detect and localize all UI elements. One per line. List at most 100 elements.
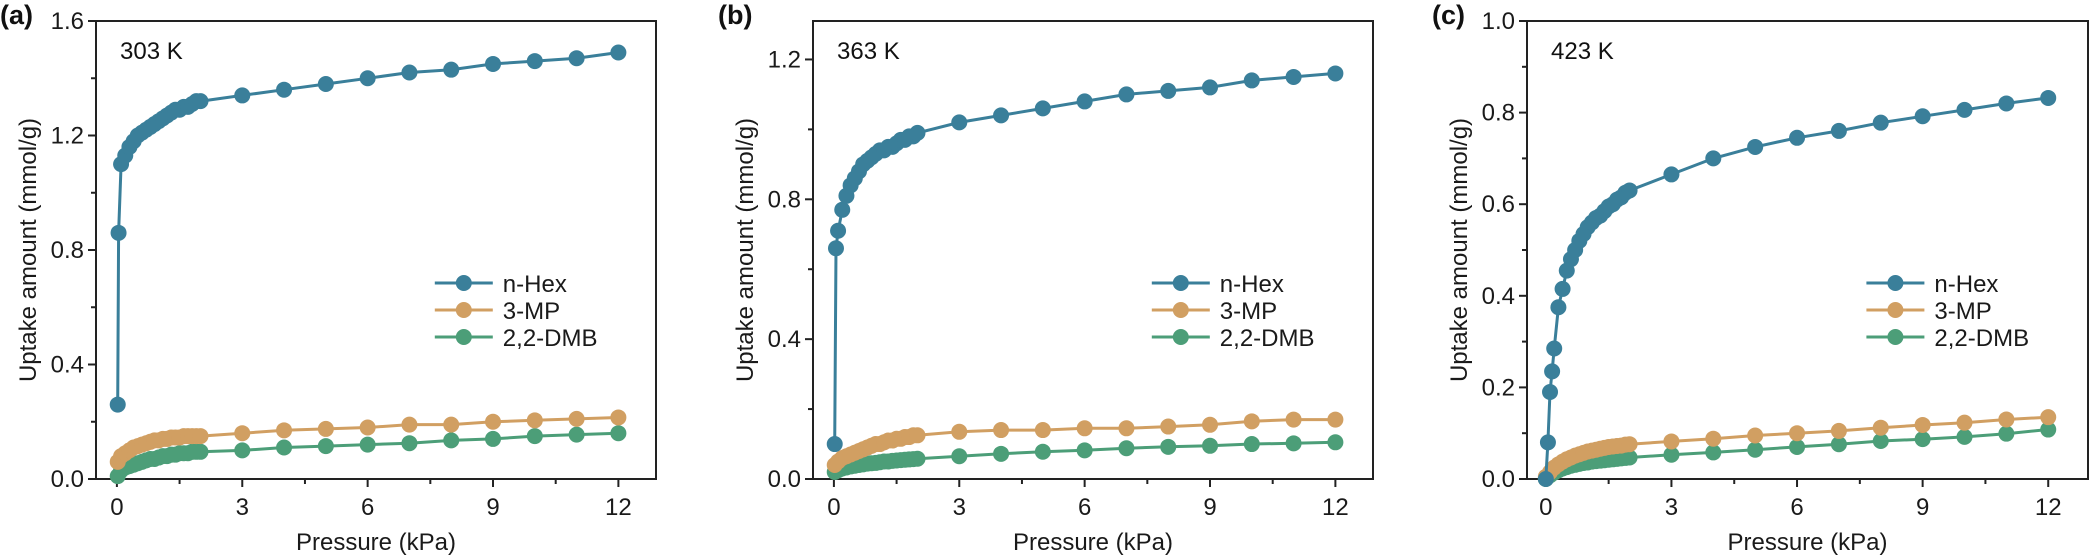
data-point (1546, 340, 1563, 357)
data-point (1747, 427, 1764, 444)
y-tick-label: 0.4 (768, 326, 801, 353)
data-point (1243, 413, 1260, 430)
y-tick-label: 0.8 (768, 186, 801, 213)
data-point (1076, 420, 1093, 437)
data-point (909, 450, 926, 467)
data-point (2040, 409, 2057, 426)
y-tick-label: 0.2 (1482, 374, 1515, 401)
data-point (951, 114, 968, 131)
data-point (485, 413, 502, 430)
legend-marker (1887, 302, 1904, 318)
data-point (1542, 383, 1559, 400)
legend-entry: 2,2-DMB (1151, 325, 1314, 352)
legend-label: n-Hex (503, 271, 567, 298)
data-point (1998, 95, 2015, 112)
plot-frame (812, 20, 1374, 480)
data-point (1327, 434, 1344, 451)
data-point (1956, 428, 1973, 445)
x-tick-label: 12 (2035, 494, 2062, 521)
data-point (526, 53, 543, 70)
x-tick-label: 3 (953, 494, 966, 521)
x-tick-label: 6 (1078, 494, 1091, 521)
data-point (1621, 182, 1638, 199)
data-point (827, 240, 844, 257)
data-point (234, 425, 251, 442)
data-point (610, 409, 627, 426)
data-point (1034, 100, 1051, 117)
data-point (1914, 108, 1931, 125)
temperature-label: 363 K (837, 38, 900, 65)
y-tick-label: 0.0 (768, 466, 801, 493)
data-point (317, 438, 334, 455)
legend-entry: n-Hex (1866, 271, 1998, 298)
data-point (568, 410, 585, 427)
data-point (443, 416, 460, 433)
x-tick-label: 6 (361, 494, 374, 521)
data-point (1243, 72, 1260, 89)
panel-label: (b) (718, 0, 752, 30)
data-point (1956, 414, 1973, 431)
data-point (1830, 122, 1847, 139)
x-tick-label: 12 (1322, 494, 1349, 521)
data-point (276, 422, 293, 439)
data-point (234, 442, 251, 459)
data-point (1663, 446, 1680, 463)
legend-entry: 3-MP (434, 298, 560, 325)
data-point (826, 436, 843, 453)
y-tick-label: 1.2 (768, 46, 801, 73)
data-point (1160, 438, 1177, 455)
legend-entry: 3-MP (1866, 298, 1992, 325)
data-point (2040, 421, 2057, 438)
data-point (1076, 442, 1093, 459)
data-point (1998, 425, 2015, 442)
data-point (993, 107, 1010, 124)
x-tick-label: 9 (486, 494, 499, 521)
data-point (1539, 434, 1556, 451)
y-axis-title: Uptake amount (mmol/g) (1446, 118, 1473, 382)
y-tick-label: 0.4 (51, 352, 84, 379)
x-axis-title: Pressure (kPa) (296, 529, 456, 556)
data-point (610, 44, 627, 61)
legend-label: 2,2-DMB (1934, 325, 2029, 352)
data-point (401, 416, 418, 433)
x-axis-title: Pressure (kPa) (1013, 529, 1173, 556)
data-point (359, 436, 376, 453)
data-point (1034, 443, 1051, 460)
data-point (1663, 166, 1680, 183)
data-point (234, 87, 251, 104)
legend-entry: n-Hex (1151, 271, 1284, 298)
data-point (1118, 440, 1135, 457)
data-point (1550, 299, 1567, 316)
x-tick-label: 3 (1665, 494, 1678, 521)
data-point (1202, 79, 1219, 96)
panel-c: 0 3 6 9 12 0.0 0.2 0.4 0.6 0.8 1.0 Pressure (kPa) Up… (1432, 0, 2089, 556)
data-point (909, 124, 926, 141)
legend-entry: 2,2-DMB (434, 325, 597, 352)
y-tick-label: 1.2 (51, 123, 84, 150)
data-point (485, 430, 502, 447)
legend-marker (455, 275, 472, 291)
y-tick-label: 1.6 (51, 8, 84, 35)
x-axis-title: Pressure (kPa) (1727, 529, 1887, 556)
data-point (1034, 422, 1051, 439)
legend-marker (455, 329, 472, 345)
data-point (401, 435, 418, 452)
data-point (1747, 138, 1764, 155)
data-point (1747, 441, 1764, 458)
data-point (1789, 129, 1806, 146)
data-point (951, 448, 968, 465)
data-point (1537, 471, 1554, 487)
data-point (1705, 444, 1722, 461)
data-point (1160, 82, 1177, 99)
data-point (1554, 280, 1571, 297)
data-point (830, 222, 847, 239)
data-point (1621, 436, 1638, 453)
y-tick-label: 0.8 (1482, 100, 1515, 127)
data-point (568, 50, 585, 67)
data-point (526, 412, 543, 429)
temperature-label: 423 K (1551, 38, 1614, 65)
data-point (1956, 101, 1973, 118)
data-point (192, 93, 209, 110)
data-point (526, 428, 543, 445)
data-point (1705, 430, 1722, 447)
